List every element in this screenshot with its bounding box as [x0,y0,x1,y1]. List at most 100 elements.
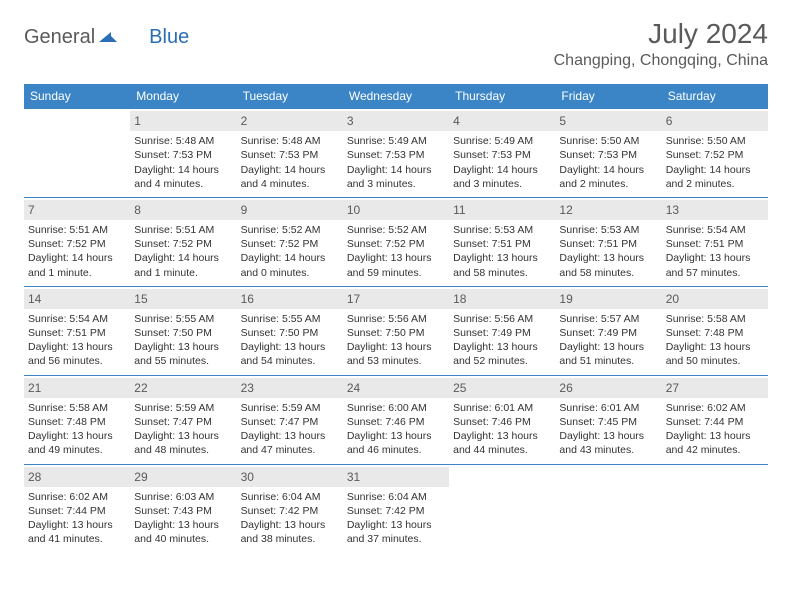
day-details: Sunrise: 5:53 AMSunset: 7:51 PMDaylight:… [559,223,657,280]
calendar-day-cell: 11Sunrise: 5:53 AMSunset: 7:51 PMDayligh… [449,197,555,286]
day-number: 29 [130,467,236,487]
calendar-day-cell: 19 Sunrise: 5:57 AMSunset: 7:49 PMDayligh… [555,286,661,375]
weekday-sunday: Sunday [24,84,130,109]
day-number: 15 [130,289,236,309]
calendar-day-cell: 14 Sunrise: 5:54 AMSunset: 7:51 PMDayligh… [24,286,130,375]
day-details: Sunrise: 6:04 AMSunset: 7:42 PMDaylight:… [241,490,339,547]
day-number: 19 [555,289,661,309]
day-details: Sunrise: 5:52 AMSunset: 7:52 PMDaylight:… [347,223,445,280]
calendar-day-cell: 26 Sunrise: 6:01 AMSunset: 7:45 PMDayligh… [555,375,661,464]
calendar-week-row: 7Sunrise: 5:51 AMSunset: 7:52 PMDaylight… [24,197,768,286]
day-number: 14 [24,289,130,309]
calendar-day-cell: 15Sunrise: 5:55 AMSunset: 7:50 PMDayligh… [130,286,236,375]
calendar-day-cell: 4Sunrise: 5:49 AMSunset: 7:53 PMDaylight… [449,109,555,198]
calendar-day-cell: 22Sunrise: 5:59 AMSunset: 7:47 PMDayligh… [130,375,236,464]
day-number: 17 [343,289,449,309]
day-number: 10 [343,200,449,220]
calendar-day-cell: 5Sunrise: 5:50 AMSunset: 7:53 PMDaylight… [555,109,661,198]
day-details: Sunrise: 5:59 AMSunset: 7:47 PMDaylight:… [134,401,232,458]
day-number: 4 [449,111,555,131]
calendar-day-cell: 9 Sunrise: 5:52 AMSunset: 7:52 PMDaylight… [237,197,343,286]
header: General Blue July 2024 Changping, Chongq… [24,18,768,70]
day-details: Sunrise: 5:58 AMSunset: 7:48 PMDaylight:… [666,312,764,369]
calendar-day-cell: 28Sunrise: 6:02 AMSunset: 7:44 PMDayligh… [24,464,130,552]
day-number: 9 [237,200,343,220]
day-details: Sunrise: 6:04 AMSunset: 7:42 PMDaylight:… [347,490,445,547]
logo: General Blue [24,26,189,49]
calendar-day-cell: 25 Sunrise: 6:01 AMSunset: 7:46 PMDayligh… [449,375,555,464]
day-number: 6 [662,111,768,131]
calendar-day-cell: 7 Sunrise: 5:51 AMSunset: 7:52 PMDaylight… [24,197,130,286]
day-number: 5 [555,111,661,131]
calendar-table: Sunday Monday Tuesday Wednesday Thursday… [24,84,768,552]
day-number: 2 [237,111,343,131]
calendar-day-cell: 24Sunrise: 6:00 AMSunset: 7:46 PMDayligh… [343,375,449,464]
day-number: 7 [24,200,130,220]
day-details: Sunrise: 5:51 AMSunset: 7:52 PMDaylight:… [28,223,126,280]
title-block: July 2024 Changping, Chongqing, China [554,18,768,70]
day-details: Sunrise: 5:55 AMSunset: 7:50 PMDaylight:… [241,312,339,369]
calendar-day-cell: 10 Sunrise: 5:52 AMSunset: 7:52 PMDayligh… [343,197,449,286]
day-details: Sunrise: 5:58 AMSunset: 7:48 PMDaylight:… [28,401,126,458]
weekday-saturday: Saturday [662,84,768,109]
day-details: Sunrise: 6:03 AMSunset: 7:43 PMDaylight:… [134,490,232,547]
day-details: Sunrise: 5:56 AMSunset: 7:50 PMDaylight:… [347,312,445,369]
calendar-week-row: 21 Sunrise: 5:58 AMSunset: 7:48 PMDayligh… [24,375,768,464]
day-number: 21 [24,378,130,398]
day-details: Sunrise: 5:48 AMSunset: 7:53 PMDaylight:… [134,134,232,191]
day-details: Sunrise: 5:48 AMSunset: 7:53 PMDaylight:… [241,134,339,191]
day-details: Sunrise: 5:49 AMSunset: 7:53 PMDaylight:… [347,134,445,191]
calendar-day-cell: 30 Sunrise: 6:04 AMSunset: 7:42 PMDayligh… [237,464,343,552]
day-number: 24 [343,378,449,398]
calendar-day-cell [449,464,555,552]
location: Changping, Chongqing, China [554,52,768,70]
calendar-day-cell: 31Sunrise: 6:04 AMSunset: 7:42 PMDayligh… [343,464,449,552]
calendar-day-cell: 20 Sunrise: 5:58 AMSunset: 7:48 PMDayligh… [662,286,768,375]
logo-text-1: General [24,26,95,49]
day-details: Sunrise: 5:51 AMSunset: 7:52 PMDaylight:… [134,223,232,280]
day-details: Sunrise: 5:59 AMSunset: 7:47 PMDaylight:… [241,401,339,458]
day-number: 20 [662,289,768,309]
calendar-day-cell: 12 Sunrise: 5:53 AMSunset: 7:51 PMDayligh… [555,197,661,286]
calendar-day-cell: 23 Sunrise: 5:59 AMSunset: 7:47 PMDayligh… [237,375,343,464]
day-details: Sunrise: 5:52 AMSunset: 7:52 PMDaylight:… [241,223,339,280]
month-title: July 2024 [554,18,768,50]
weekday-friday: Friday [555,84,661,109]
calendar-day-cell: 6 Sunrise: 5:50 AMSunset: 7:52 PMDaylight… [662,109,768,198]
day-details: Sunrise: 5:53 AMSunset: 7:51 PMDaylight:… [453,223,551,280]
calendar-day-cell [555,464,661,552]
day-number: 18 [449,289,555,309]
day-details: Sunrise: 5:56 AMSunset: 7:49 PMDaylight:… [453,312,551,369]
day-details: Sunrise: 5:50 AMSunset: 7:52 PMDaylight:… [666,134,764,191]
calendar-week-row: 28Sunrise: 6:02 AMSunset: 7:44 PMDayligh… [24,464,768,552]
calendar-day-cell: 1 Sunrise: 5:48 AMSunset: 7:53 PMDaylight… [130,109,236,198]
calendar-day-cell [662,464,768,552]
calendar-day-cell: 18 Sunrise: 5:56 AMSunset: 7:49 PMDayligh… [449,286,555,375]
day-number: 1 [130,111,236,131]
day-number: 8 [130,200,236,220]
day-number: 27 [662,378,768,398]
day-number: 30 [237,467,343,487]
day-details: Sunrise: 5:54 AMSunset: 7:51 PMDaylight:… [28,312,126,369]
weekday-wednesday: Wednesday [343,84,449,109]
weekday-tuesday: Tuesday [237,84,343,109]
weekday-header-row: Sunday Monday Tuesday Wednesday Thursday… [24,84,768,109]
day-details: Sunrise: 6:02 AMSunset: 7:44 PMDaylight:… [28,490,126,547]
day-number: 25 [449,378,555,398]
day-details: Sunrise: 5:57 AMSunset: 7:49 PMDaylight:… [559,312,657,369]
calendar-day-cell: 13Sunrise: 5:54 AMSunset: 7:51 PMDayligh… [662,197,768,286]
weekday-thursday: Thursday [449,84,555,109]
day-number: 23 [237,378,343,398]
calendar-week-row: 14 Sunrise: 5:54 AMSunset: 7:51 PMDayligh… [24,286,768,375]
day-details: Sunrise: 6:02 AMSunset: 7:44 PMDaylight:… [666,401,764,458]
calendar-day-cell [24,109,130,198]
logo-text-2: Blue [149,26,189,49]
day-details: Sunrise: 6:01 AMSunset: 7:45 PMDaylight:… [559,401,657,458]
logo-triangle-icon [99,28,117,47]
calendar-day-cell: 8 Sunrise: 5:51 AMSunset: 7:52 PMDaylight… [130,197,236,286]
day-number: 12 [555,200,661,220]
day-number: 26 [555,378,661,398]
calendar-day-cell: 17 Sunrise: 5:56 AMSunset: 7:50 PMDayligh… [343,286,449,375]
day-details: Sunrise: 5:54 AMSunset: 7:51 PMDaylight:… [666,223,764,280]
day-details: Sunrise: 6:01 AMSunset: 7:46 PMDaylight:… [453,401,551,458]
